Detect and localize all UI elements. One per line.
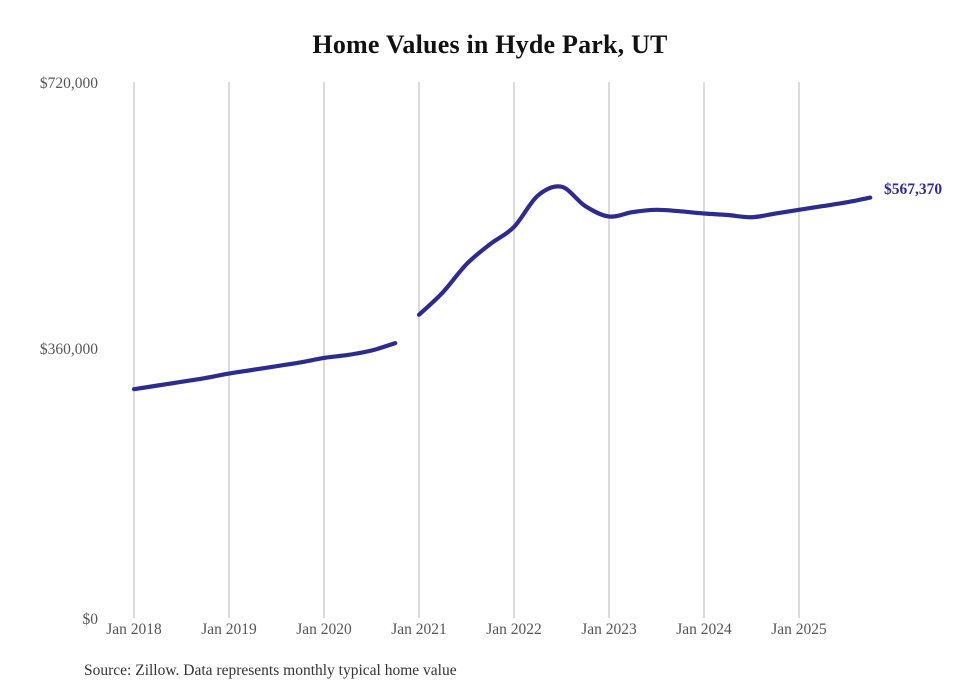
x-axis-tick-jan-2022: Jan 2022 [486,621,542,638]
x-axis-tick-jan-2018: Jan 2018 [106,621,162,638]
x-axis-tick-jan-2023: Jan 2023 [581,621,637,638]
gridlines [133,82,800,618]
x-axis-tick-jan-2021: Jan 2021 [391,621,447,638]
x-axis-tick-jan-2020: Jan 2020 [296,621,352,638]
x-axis-tick-jan-2019: Jan 2019 [201,621,257,638]
end-value-label: $567,370 [884,181,943,198]
x-axis-tick-jan-2025: Jan 2025 [771,621,827,638]
series-line-1 [416,184,873,317]
source-note: Source: Zillow. Data represents monthly … [84,662,457,679]
y-axis-tick-720000: $720,000 [39,75,98,92]
page-title: Home Values in Hyde Park, UT [312,30,668,59]
data-series-line [131,184,873,392]
x-axis-tick-jan-2024: Jan 2024 [676,621,732,638]
y-axis-tick-0: $0 [82,611,99,628]
y-axis-tick-360000: $360,000 [39,341,98,358]
series-line-0 [131,340,398,392]
